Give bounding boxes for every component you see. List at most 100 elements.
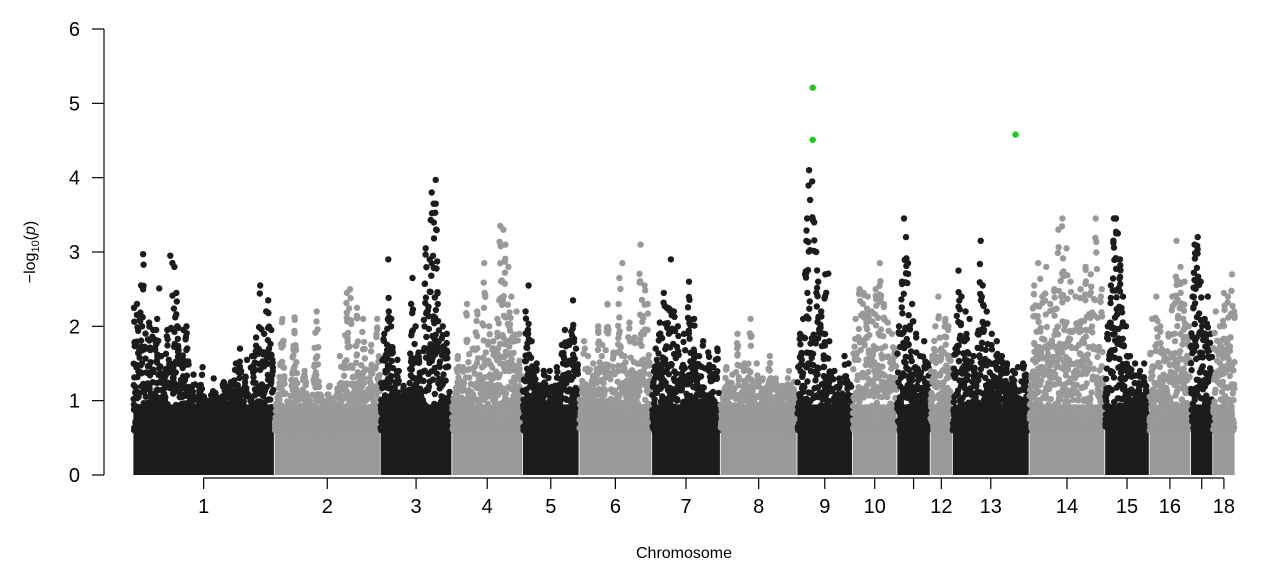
snp-point — [288, 407, 295, 414]
snp-point — [469, 345, 477, 352]
snp-point — [395, 377, 402, 385]
snp-point — [252, 334, 260, 341]
snp-point — [444, 354, 451, 362]
snp-point — [685, 278, 693, 285]
snp-point — [139, 314, 146, 321]
snp-point — [490, 375, 497, 382]
snp-point — [486, 323, 493, 330]
snp-point — [622, 359, 629, 366]
snp-point — [361, 379, 368, 387]
snp-point — [315, 383, 323, 390]
snp-point — [546, 367, 553, 375]
snp-point — [326, 382, 333, 389]
snp-point — [432, 176, 439, 184]
snp-point — [734, 342, 742, 350]
snp-point — [615, 300, 622, 308]
snp-point — [293, 359, 300, 366]
snp-point — [505, 406, 513, 413]
snp-point — [142, 330, 149, 337]
snp-point — [610, 349, 617, 356]
snp-point — [540, 367, 547, 375]
snp-point — [427, 288, 434, 296]
snp-point — [508, 293, 515, 300]
snp-point — [801, 384, 808, 391]
snp-point — [281, 380, 288, 387]
snp-point — [313, 308, 320, 315]
snp-point — [759, 375, 766, 382]
snp-point — [385, 294, 392, 302]
snp-point — [346, 286, 354, 293]
snp-point — [183, 323, 190, 330]
snp-point — [430, 235, 438, 242]
snp-point — [500, 293, 507, 300]
snp-point — [139, 251, 147, 258]
snp-point — [684, 304, 692, 311]
snp-point — [269, 368, 276, 375]
snp-point — [514, 337, 521, 344]
snp-point — [670, 308, 678, 315]
snp-point — [280, 337, 287, 345]
snp-point — [644, 326, 651, 334]
snp-point — [801, 334, 809, 342]
snp-point — [146, 385, 153, 392]
snp-point — [430, 376, 437, 383]
snp-point — [421, 280, 429, 287]
snp-point — [387, 323, 395, 330]
snp-point — [162, 394, 169, 401]
snp-point — [662, 379, 669, 386]
snp-point — [325, 391, 332, 398]
snp-point — [261, 330, 268, 337]
snp-point — [516, 365, 523, 372]
snp-point — [710, 364, 717, 371]
snp-point — [435, 318, 442, 325]
snp-point — [376, 371, 383, 379]
snp-point — [142, 393, 149, 400]
snp-point — [175, 346, 182, 354]
snp-point — [290, 352, 297, 359]
snp-point — [513, 308, 520, 315]
snp-point — [636, 388, 643, 395]
snp-point — [571, 355, 578, 362]
snp-point — [242, 373, 249, 380]
snp-point — [490, 338, 497, 345]
chromosome-9-points — [794, 167, 856, 475]
snp-point — [409, 306, 417, 313]
snp-point — [667, 256, 675, 263]
snp-point — [243, 356, 251, 363]
snp-point — [660, 289, 667, 297]
snp-point — [794, 379, 801, 386]
snp-point — [301, 367, 308, 375]
snp-point — [189, 388, 196, 395]
snp-point — [506, 321, 514, 328]
snp-point — [486, 331, 493, 338]
snp-point — [691, 322, 698, 329]
snp-point — [293, 369, 301, 377]
snp-point — [459, 364, 467, 371]
snp-point — [574, 361, 581, 368]
snp-point — [700, 338, 707, 345]
snp-point — [418, 415, 425, 422]
snp-point — [374, 326, 381, 333]
snp-point — [157, 363, 164, 370]
snp-point — [734, 330, 741, 337]
snp-point — [291, 330, 298, 337]
snp-point — [348, 320, 355, 328]
snp-point — [388, 357, 395, 365]
snp-point — [621, 365, 628, 372]
snp-point — [616, 328, 623, 335]
snp-point — [360, 338, 368, 346]
snp-point — [184, 345, 191, 352]
snp-point — [276, 396, 283, 403]
snp-point — [607, 376, 614, 383]
chromosome-2-points — [271, 286, 384, 475]
snp-point — [142, 355, 149, 362]
snp-point — [147, 346, 154, 354]
snp-point — [147, 359, 154, 366]
snp-point — [256, 290, 263, 297]
snp-point — [236, 345, 244, 352]
snp-point — [255, 420, 262, 427]
snp-point — [473, 317, 480, 325]
snp-point — [412, 323, 419, 330]
snp-point — [496, 371, 503, 378]
